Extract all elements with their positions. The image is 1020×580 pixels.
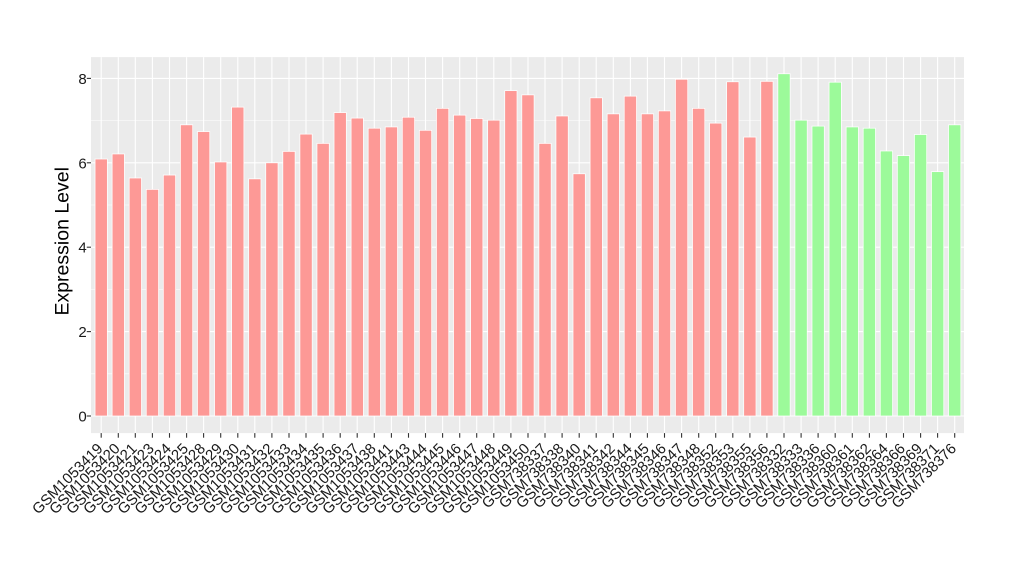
svg-text:4: 4	[78, 240, 86, 257]
svg-text:6: 6	[78, 155, 86, 172]
svg-text:0: 0	[78, 409, 86, 426]
svg-text:Expression Level: Expression Level	[52, 167, 74, 315]
svg-text:8: 8	[78, 71, 86, 88]
svg-text:2: 2	[78, 324, 86, 341]
